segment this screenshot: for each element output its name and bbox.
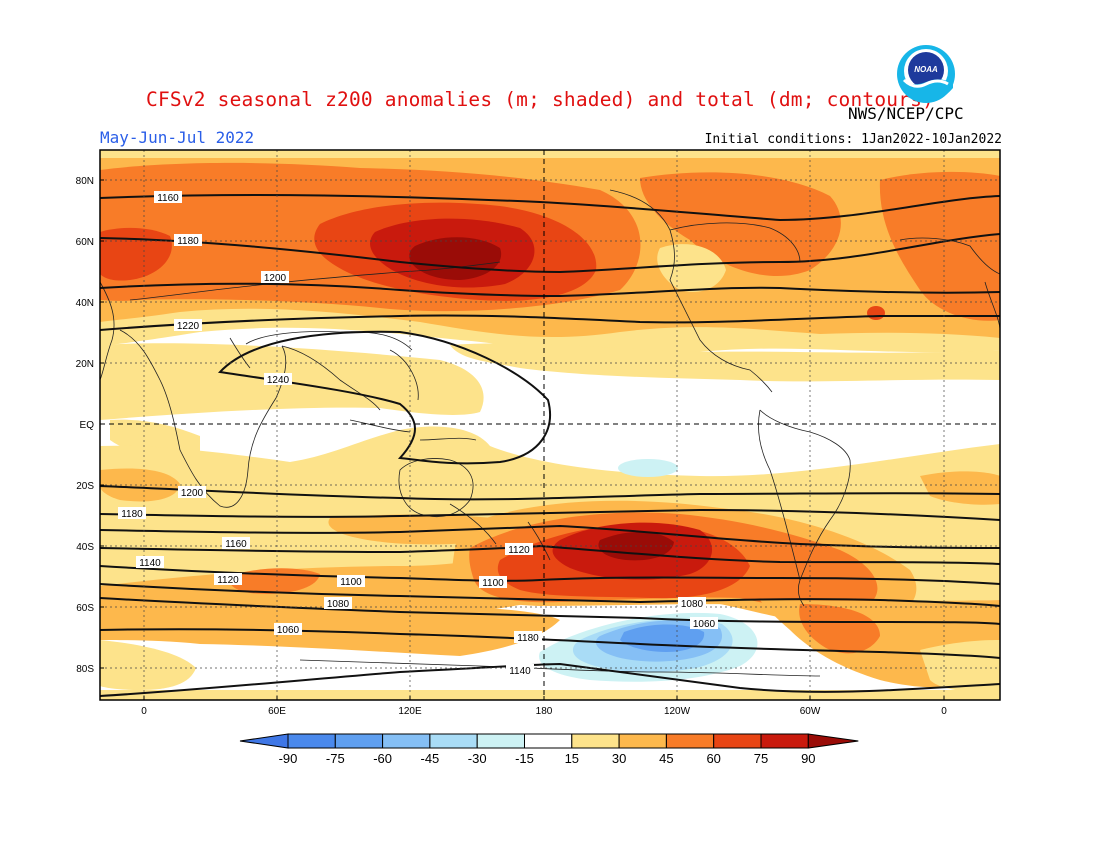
contour-label: 1160: [154, 191, 182, 204]
contour-label: 1220: [174, 319, 202, 332]
shaded-anomaly-field: 1160 1180 1200 1220 1240 1200 1180 1160 1140 1120…: [100, 150, 1000, 700]
lon-label: 60E: [268, 706, 286, 717]
lat-label: 80S: [76, 664, 94, 675]
contour-label: 1060: [690, 617, 718, 630]
contour-label: 1180: [174, 234, 202, 247]
svg-text:1200: 1200: [181, 488, 204, 499]
svg-text:1180: 1180: [177, 236, 199, 247]
colorbar-swatch: [334, 733, 384, 749]
colorbar-tick-label: -45: [421, 751, 440, 766]
contour-label: 1140: [506, 664, 534, 677]
colorbar-swatch: [287, 733, 336, 749]
contour-label: 1160: [222, 537, 250, 550]
lat-label: 20N: [76, 359, 94, 370]
contour-label: 1100: [337, 575, 365, 588]
svg-text:1140: 1140: [139, 558, 161, 569]
colorbar-tick-label: -60: [373, 751, 392, 766]
colorbar-tick-label: -15: [515, 751, 534, 766]
svg-text:1060: 1060: [693, 619, 716, 630]
colorbar-swatch: [429, 733, 478, 749]
lon-label: 120W: [664, 706, 691, 717]
agency-label: NWS/NCEP/CPC: [848, 104, 964, 123]
lat-label: 60S: [76, 603, 94, 614]
initial-conditions-label: Initial conditions: 1Jan2022-10Jan2022: [704, 132, 1002, 147]
svg-text:1080: 1080: [327, 599, 350, 610]
lon-label: 0: [141, 706, 147, 717]
lon-label: 180: [536, 706, 553, 717]
colorbar-tick-label: 30: [612, 751, 626, 766]
contour-label: 1080: [324, 597, 352, 610]
contour-label: 1180: [514, 631, 542, 644]
colorbar-tick-label: 60: [706, 751, 720, 766]
season-label: May-Jun-Jul 2022: [100, 128, 255, 147]
svg-text:1140: 1140: [509, 666, 531, 677]
colorbar-swatch: [476, 733, 526, 749]
colorbar-swatch: [665, 733, 715, 749]
lat-label: 40N: [76, 298, 94, 309]
svg-text:1120: 1120: [508, 545, 530, 556]
colorbar: -90 -75 -60 -45 -30 -15 15 30 45 60 75 90: [239, 733, 859, 766]
svg-text:1180: 1180: [121, 509, 143, 520]
svg-text:NOAA: NOAA: [914, 65, 938, 74]
colorbar-swatch: [713, 733, 762, 749]
svg-text:1060: 1060: [277, 625, 300, 636]
colorbar-swatch: [571, 733, 620, 749]
map-frame: [99, 149, 1001, 701]
latitude-axis: 80N 60N 40N 20N EQ 20S 40S 60S 80S: [76, 176, 104, 675]
contour-label: 1180: [118, 507, 146, 520]
colorbar-tick-label: -30: [468, 751, 487, 766]
colorbar-swatch: [382, 733, 431, 749]
map-title: CFSv2 seasonal z200 anomalies (m; shaded…: [146, 88, 935, 111]
svg-text:1100: 1100: [340, 577, 362, 588]
svg-text:1200: 1200: [264, 273, 287, 284]
colorbar-tick-label: 15: [565, 751, 579, 766]
svg-text:1160: 1160: [157, 193, 179, 204]
svg-text:1220: 1220: [177, 321, 200, 332]
lat-label: 40S: [76, 542, 94, 553]
contour-label: 1060: [274, 623, 302, 636]
colorbar-max-arrow: [807, 733, 859, 749]
svg-text:1240: 1240: [267, 375, 290, 386]
svg-text:1120: 1120: [217, 575, 239, 586]
grid: [100, 150, 1000, 700]
lon-label: 120E: [398, 706, 422, 717]
colorbar-swatch: [618, 733, 667, 749]
svg-text:1180: 1180: [517, 633, 539, 644]
contour-label: 1120: [505, 543, 533, 556]
contour-label: 1120: [214, 573, 242, 586]
contour-label: 1100: [479, 576, 507, 589]
colorbar-tick-label: 90: [801, 751, 815, 766]
lat-label: EQ: [80, 420, 95, 431]
colorbar-tick-label: 75: [754, 751, 768, 766]
lat-label: 60N: [76, 237, 94, 248]
svg-text:1160: 1160: [225, 539, 247, 550]
svg-text:1080: 1080: [681, 599, 704, 610]
colorbar-tick-label: -90: [279, 751, 298, 766]
contour-label: 1080: [678, 597, 706, 610]
contour-label: 1240: [264, 373, 292, 386]
lon-label: 0: [941, 706, 947, 717]
contour-label: 1200: [261, 271, 289, 284]
lon-label: 60W: [800, 706, 821, 717]
lat-label: 80N: [76, 176, 94, 187]
contour-labels: 1160 1180 1200 1220 1240 1200 1180 1160 1140 1120…: [118, 191, 718, 677]
colorbar-min-arrow: [239, 733, 289, 749]
noaa-logo-icon: NOAA: [897, 45, 955, 103]
colorbar-tick-label: -75: [326, 751, 345, 766]
lat-label: 20S: [76, 481, 94, 492]
contour-label: 1200: [178, 486, 206, 499]
svg-text:1100: 1100: [482, 578, 504, 589]
colorbar-swatch: [760, 733, 809, 749]
colorbar-tick-label: 45: [659, 751, 673, 766]
contour-label: 1140: [136, 556, 164, 569]
longitude-axis: 0 60E 120E 180 120W 60W 0: [141, 696, 947, 717]
colorbar-swatch: [524, 733, 573, 749]
